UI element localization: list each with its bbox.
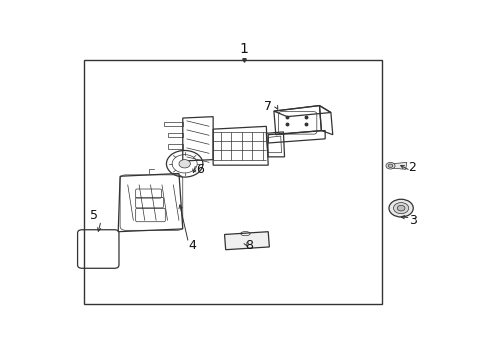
Polygon shape — [391, 162, 407, 169]
Text: 1: 1 — [239, 42, 248, 56]
Circle shape — [386, 162, 395, 169]
Circle shape — [388, 164, 393, 167]
Circle shape — [179, 159, 190, 168]
Polygon shape — [224, 232, 270, 250]
Text: 5: 5 — [90, 208, 98, 221]
Text: 8: 8 — [245, 239, 253, 252]
Text: 4: 4 — [188, 239, 196, 252]
Circle shape — [397, 205, 405, 211]
Text: 2: 2 — [409, 161, 416, 175]
Text: 6: 6 — [196, 163, 204, 176]
Text: 3: 3 — [409, 214, 416, 227]
Circle shape — [389, 199, 413, 217]
Text: 7: 7 — [264, 100, 272, 113]
Bar — [84, 60, 382, 304]
Circle shape — [393, 203, 409, 214]
